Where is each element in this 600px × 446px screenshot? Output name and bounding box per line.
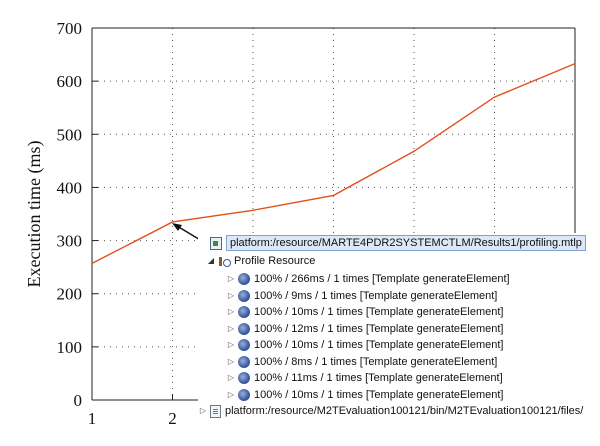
x-tick-label: 1 [88,409,97,428]
y-tick-label: 100 [57,338,83,357]
tree-row-template[interactable]: ▷ 100% / 10ms / 1 times [Template generat… [226,337,503,353]
tree-item-label[interactable]: 100% / 9ms / 1 times [Template generateE… [254,289,498,302]
template-icon [238,322,250,335]
tree-root-label[interactable]: platform:/resource/MARTE4PDR2SYSTEMCTLM/… [226,235,586,251]
tree-row-template[interactable]: ▷ 100% / 10ms / 1 times [Template generat… [226,387,503,403]
tree-row-template[interactable]: ▷ 100% / 266ms / 1 times [Template genera… [226,271,510,287]
tree-row-profile-resource[interactable]: ◢ Profile Resource [206,253,315,269]
y-axis-label: Execution time (ms) [24,141,45,288]
collapse-arrow-icon[interactable]: ◢ [207,256,215,265]
expand-arrow-icon[interactable]: ▷ [227,340,235,349]
tree-item-label[interactable]: 100% / 11ms / 1 times [Template generate… [254,372,503,384]
tree-item-label[interactable]: 100% / 266ms / 1 times [Template generat… [254,273,510,285]
y-ticks: 0 100 200 300 400 500 600 700 [57,19,98,410]
y-tick-label: 600 [57,72,83,91]
y-tick-label: 300 [57,232,83,251]
template-icon [238,355,250,368]
series-line [91,62,576,265]
template-icon [238,339,250,351]
y-tick-label: 700 [57,19,83,38]
tree-row-template[interactable]: ▷ 100% / 8ms / 1 times [Template generate… [226,354,497,370]
tree-row-footer[interactable]: ▷ platform:/resource/M2TEvaluation100121… [198,403,583,419]
x-tick-label: 2 [168,409,177,428]
template-icon [238,289,250,302]
profiling-file-icon [210,236,222,250]
template-icon [238,273,250,285]
expand-arrow-icon[interactable]: ▷ [227,290,235,300]
expand-arrow-icon[interactable]: ▷ [227,373,235,382]
tree-row-template[interactable]: ▷ 100% / 10ms / 1 times [Template generat… [226,304,503,320]
tree-item-label[interactable]: 100% / 8ms / 1 times [Template generateE… [254,355,498,368]
template-icon [238,306,250,318]
y-tick-label: 400 [57,178,83,197]
y-tick-label: 200 [57,285,83,304]
tree-row-root[interactable]: platform:/resource/MARTE4PDR2SYSTEMCTLM/… [198,235,586,251]
tree-item-label[interactable]: 100% / 10ms / 1 times [Template generate… [254,306,504,318]
tree-row-template[interactable]: ▷ 100% / 9ms / 1 times [Template generate… [226,288,497,304]
expand-arrow-icon[interactable]: ▷ [227,307,235,316]
tree-item-label[interactable]: 100% / 12ms / 1 times [Template generate… [254,322,504,335]
tree-item-label[interactable]: 100% / 10ms / 1 times [Template generate… [254,388,504,401]
template-icon [238,372,250,384]
tree-row-template[interactable]: ▷ 100% / 12ms / 1 times [Template generat… [226,321,503,337]
folder-document-icon [210,404,221,418]
expand-arrow-icon[interactable]: ▷ [227,356,235,366]
y-tick-label: 0 [74,391,83,410]
series [91,62,576,265]
expand-arrow-icon[interactable]: ▷ [227,274,235,283]
expand-arrow-icon[interactable]: ▷ [227,323,235,333]
tree-item-label[interactable]: 100% / 10ms / 1 times [Template generate… [254,339,504,351]
profile-resource-icon [218,255,231,267]
tree-row-template[interactable]: ▷ 100% / 11ms / 1 times [Template generat… [226,370,503,386]
y-tick-label: 500 [57,125,83,144]
tree-footer-label[interactable]: platform:/resource/M2TEvaluation100121/b… [225,405,584,417]
expand-arrow-icon[interactable]: ▷ [199,406,207,415]
expand-arrow-icon[interactable]: ▷ [227,389,235,399]
profile-resource-label[interactable]: Profile Resource [234,255,316,267]
profiling-tree-panel: platform:/resource/MARTE4PDR2SYSTEMCTLM/… [198,233,600,423]
template-icon [238,388,250,401]
